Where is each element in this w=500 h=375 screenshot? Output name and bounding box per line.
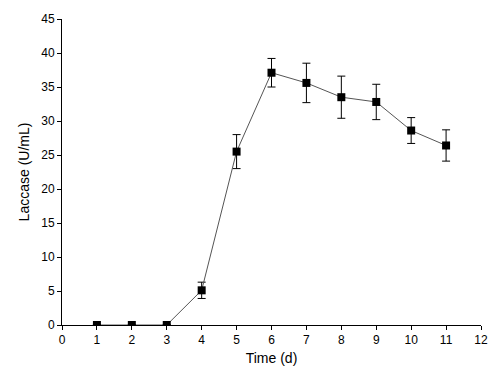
svg-text:9: 9	[373, 333, 380, 347]
svg-text:3: 3	[163, 333, 170, 347]
svg-text:10: 10	[404, 333, 418, 347]
svg-text:30: 30	[41, 114, 55, 128]
svg-text:8: 8	[338, 333, 345, 347]
svg-text:5: 5	[48, 284, 55, 298]
svg-text:35: 35	[41, 80, 55, 94]
svg-text:25: 25	[41, 148, 55, 162]
svg-text:40: 40	[41, 46, 55, 60]
svg-text:15: 15	[41, 216, 55, 230]
svg-text:Laccase (U/mL): Laccase (U/mL)	[16, 123, 32, 222]
svg-text:Time (d): Time (d)	[246, 350, 298, 366]
svg-text:10: 10	[41, 250, 55, 264]
svg-text:6: 6	[268, 333, 275, 347]
svg-text:11: 11	[440, 333, 453, 347]
svg-text:20: 20	[41, 182, 55, 196]
svg-text:0: 0	[59, 333, 66, 347]
svg-text:0: 0	[48, 318, 55, 332]
svg-text:4: 4	[198, 333, 205, 347]
svg-text:1: 1	[94, 333, 101, 347]
svg-text:45: 45	[41, 12, 55, 26]
svg-text:5: 5	[233, 333, 240, 347]
svg-text:7: 7	[303, 333, 310, 347]
svg-text:2: 2	[128, 333, 135, 347]
svg-text:12: 12	[474, 333, 488, 347]
